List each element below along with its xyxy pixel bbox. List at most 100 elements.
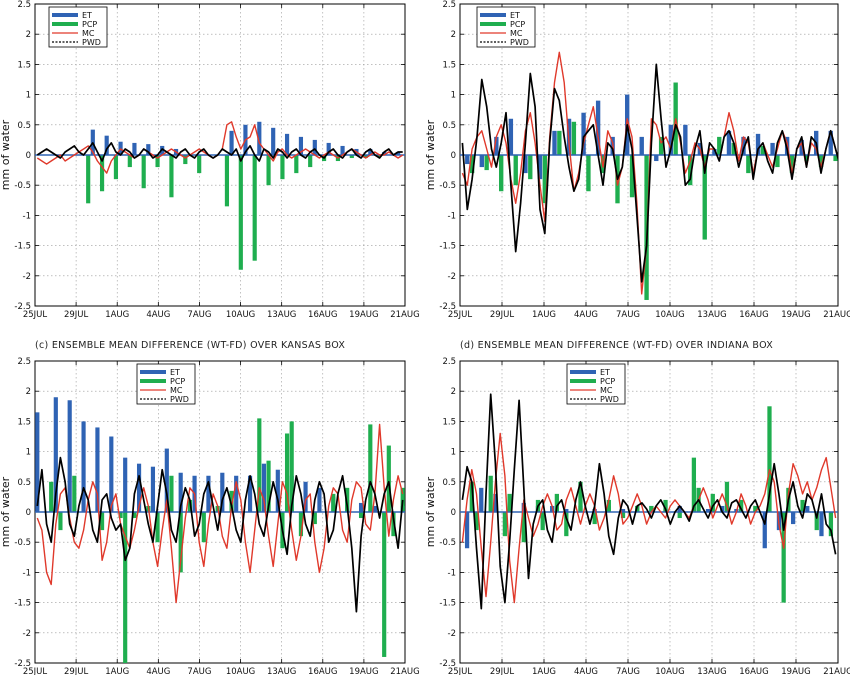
y-tick-label: 1.5 [442,417,456,427]
y-tick-label: 1.5 [17,417,31,427]
et-bar [595,100,601,155]
pcp-bar [739,499,744,512]
y-tick-label: 2.5 [442,357,456,367]
pcp-bar [289,421,294,512]
pcp-bar [717,136,722,155]
x-tick-label: 7AUG [187,310,211,320]
et-bar [479,487,484,512]
y-tick-label: 0 [451,151,456,161]
y-axis-label: mm of water [424,119,437,190]
pcp-bar [828,512,834,537]
pcp-bar [368,424,373,512]
pcp-bar [499,155,504,192]
pcp-bar [382,512,387,657]
x-tick-label: 25JUL [23,667,48,675]
legend-label-pcp: PCP [82,20,97,29]
pcp-bar [49,481,54,512]
et-bar [639,136,644,155]
et-bar [358,502,364,512]
pcp-bar [224,155,230,207]
pcp-bar [724,481,730,512]
x-tick-label: 29JUL [64,310,89,320]
et-bar [464,512,470,549]
y-tick-label: 2 [451,30,456,40]
x-tick-label: 1AUG [105,310,129,320]
pcp-bar [789,155,795,174]
y-tick-label: -2.5 [14,302,31,312]
legend-label-et: ET [600,368,610,377]
et-bar [654,155,659,162]
y-tick-label: 0.5 [17,121,31,131]
x-tick-label: 4AUG [146,667,170,675]
pcp-bar [86,155,91,204]
et-bar [104,135,109,155]
y-tick-label: 0.5 [442,478,456,488]
et-bar [620,508,626,512]
y-tick-label: -0.5 [14,538,31,548]
pcp-bar [118,512,123,519]
pcp-bar [127,155,132,168]
y-tick-label: -2.5 [14,659,31,669]
y-axis-label: mm of water [0,476,12,547]
et-bar [206,475,211,512]
y-tick-label: -2 [23,272,31,282]
pcp-bar [257,418,262,512]
pcp-bar [502,512,508,537]
legend-label-pcp: PCP [510,20,525,29]
pcp-bar [238,155,243,270]
y-tick-label: 1 [26,91,31,101]
y-tick-label: -1.5 [439,599,456,609]
y-tick-label: -2.5 [439,659,456,669]
et-bar [521,502,526,512]
et-bar [677,505,682,512]
x-tick-label: 10AUG [226,310,255,320]
x-tick-label: 29JUL [490,310,515,320]
pcp-bar [564,512,569,537]
et-bar [705,508,711,512]
pcp-bar [833,155,838,162]
pcp-bar [781,512,786,603]
y-tick-label: 1 [451,448,456,458]
et-bar [229,130,234,155]
et-bar [164,448,169,512]
legend-label-mc: MC [82,29,95,38]
et-bar [298,136,304,155]
panel-title: (c) ENSEMBLE MEAN DIFFERENCE (WT-FD) OVE… [35,340,345,351]
x-tick-label: 19AUG [781,310,810,320]
y-tick-label: 1.5 [442,60,456,70]
et-bar [67,400,72,512]
pcp-bar [677,512,682,519]
et-bar [668,124,673,155]
pcp-bar [578,481,583,512]
pcp-bar [308,155,313,168]
y-tick-label: -0.5 [14,181,31,191]
y-tick-label: -1 [448,211,456,221]
x-tick-label: 29JUL [490,667,515,675]
et-bar [326,142,331,155]
legend-label-et: ET [170,368,180,377]
pcp-bar [800,499,805,512]
y-tick-label: -1 [448,568,456,578]
et-bar [755,133,761,155]
pcp-bar [312,512,317,525]
pcp-bar [266,155,271,186]
x-tick-label: 4AUG [574,310,598,320]
y-tick-label: 2.5 [442,0,456,10]
x-tick-label: 4AUG [574,667,598,675]
x-tick-label: 21AUG [823,667,850,675]
pcp-bar [284,433,290,512]
pcp-bar [197,155,202,174]
x-tick-label: 19AUG [349,667,378,675]
et-bar [819,512,824,537]
y-tick-label: 2 [26,387,31,397]
et-bar [805,505,810,512]
et-bar [275,469,280,512]
y-tick-label: 2 [451,387,456,397]
x-tick-label: 21AUG [390,310,419,320]
pcp-bar [386,445,391,512]
